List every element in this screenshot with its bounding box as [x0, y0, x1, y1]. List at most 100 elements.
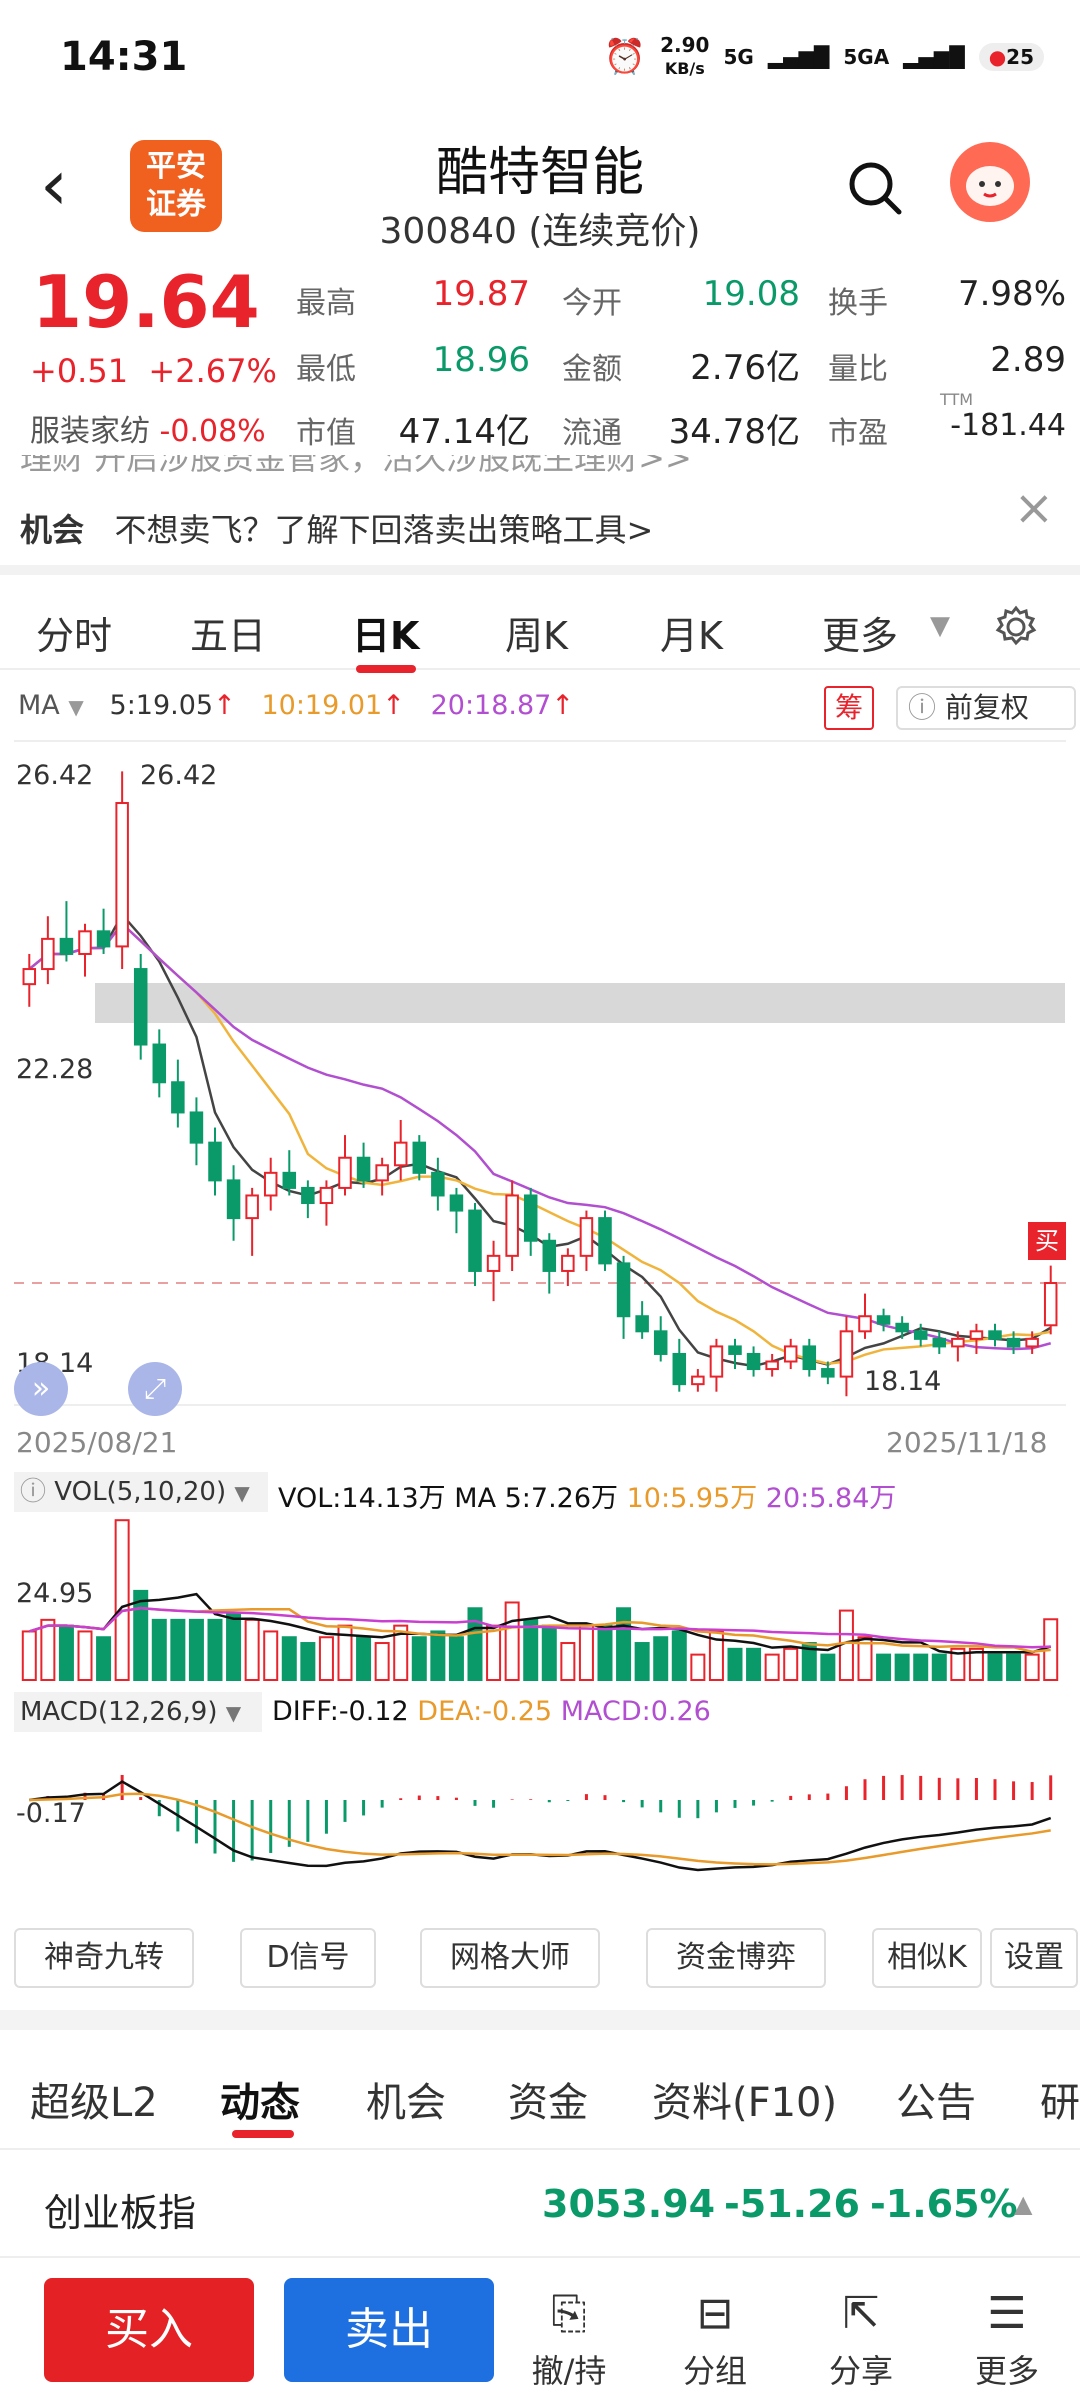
macd-selector[interactable]: MACD(12,26,9) ▼: [14, 1692, 262, 1732]
status-time: 14:31: [60, 34, 188, 80]
candle: [672, 1352, 687, 1386]
volume-bar: [653, 1636, 669, 1681]
tab-more[interactable]: 更多: [822, 614, 899, 658]
subtab-f10[interactable]: 资料(F10): [652, 2080, 838, 2126]
candle: [709, 1345, 724, 1378]
net-speed: 2.90 KB/s: [660, 33, 710, 78]
chip-button[interactable]: 筹: [824, 686, 874, 730]
candle: [951, 1337, 965, 1348]
volume-bar: [578, 1624, 594, 1682]
candles: [22, 771, 1058, 1397]
volume-bar: [411, 1636, 427, 1681]
volume-bar: [931, 1653, 947, 1682]
group-button[interactable]: ⊟ 分组: [660, 2286, 770, 2392]
fullscreen-icon[interactable]: ⤢: [128, 1362, 182, 1416]
volume-bar: [690, 1653, 706, 1682]
sell-button[interactable]: 卖出: [284, 2278, 494, 2382]
candle: [802, 1345, 817, 1371]
buy-button[interactable]: 买入: [44, 2278, 254, 2382]
subtab-opportunity[interactable]: 机会: [366, 2080, 446, 2126]
volume-bar: [634, 1642, 650, 1681]
volume-bar: [913, 1653, 929, 1682]
volume-bar: [1006, 1653, 1022, 1682]
volume-bar: [374, 1642, 390, 1681]
vol-selector[interactable]: ⓘ VOL(5,10,20) ▼: [14, 1472, 268, 1512]
period-tabs: 分时 五日 日K 周K 月K 更多 ▼: [0, 565, 1080, 673]
tool-fund-game[interactable]: 资金博弈: [646, 1928, 826, 1988]
tool-grid-master[interactable]: 网格大师: [420, 1928, 600, 1988]
ma-lines: [28, 912, 1052, 1368]
ma-legend: MA ▼ 5:19.05↑ 10:19.01↑ 20:18.87↑ 筹 ⓘ 前复…: [18, 686, 1078, 740]
candle: [1025, 1337, 1039, 1348]
volume-bar: [207, 1618, 223, 1682]
tab-monthly-k[interactable]: 月K: [660, 614, 723, 658]
expand-left-icon[interactable]: »: [14, 1362, 68, 1416]
adjust-mode-button[interactable]: ⓘ 前复权: [896, 686, 1076, 730]
buy-marker[interactable]: 买: [1028, 1222, 1066, 1260]
y-high-label: 26.42: [16, 760, 94, 791]
tool-d-signal[interactable]: D信号: [240, 1928, 376, 1988]
index-ticker[interactable]: 创业板指 3053.94 -51.26 -1.65% ▲: [0, 2148, 1080, 2258]
app-header: ‹ 平安 证券 酷特智能 300840 (连续竞价): [0, 120, 1080, 260]
back-icon[interactable]: ‹: [40, 144, 68, 226]
candle: [505, 1194, 519, 1257]
tool-settings[interactable]: 设置: [990, 1928, 1078, 1988]
candle: [301, 1186, 315, 1205]
tab-weekly-k[interactable]: 周K: [505, 614, 568, 658]
candle: [41, 937, 55, 971]
volume-bar: [671, 1630, 687, 1681]
candle: [839, 1330, 854, 1378]
volume-bar: [1024, 1653, 1040, 1682]
volume-bar: [857, 1636, 873, 1681]
candle: [226, 1179, 241, 1220]
field-value: 19.87: [432, 274, 530, 314]
broker-logo[interactable]: 平安 证券: [130, 140, 222, 232]
ma5-value: 5:19.05: [109, 690, 214, 721]
more-button[interactable]: ☰ 更多: [952, 2286, 1062, 2392]
tab-intraday[interactable]: 分时: [36, 614, 113, 658]
tool-nine-turns[interactable]: 神奇九转: [14, 1928, 194, 1988]
volume-bar: [820, 1653, 836, 1682]
sector-change[interactable]: 服装家纺 -0.08%: [30, 414, 266, 449]
volume-bar: [894, 1653, 910, 1682]
subtab-news[interactable]: 动态: [220, 2080, 300, 2126]
ttm-tag: TTM: [940, 390, 974, 409]
field-value: 34.78亿: [668, 412, 800, 452]
tool-similar-k[interactable]: 相似K: [872, 1928, 982, 1988]
share-button[interactable]: ⇱ 分享: [806, 2286, 916, 2392]
candle: [263, 1171, 278, 1197]
promo-banner[interactable]: 理财 开启涉股资金管家，活久涉股既生理财>> 机会 不想卖飞？了解下回落卖出策略…: [0, 455, 1080, 555]
gear-icon[interactable]: [994, 605, 1038, 649]
tab-daily-k[interactable]: 日K: [352, 614, 420, 658]
subtab-l2[interactable]: 超级L2: [30, 2080, 158, 2126]
field-value: 2.76亿: [690, 348, 800, 388]
subtab-funds[interactable]: 资金: [508, 2080, 588, 2126]
search-icon[interactable]: [845, 158, 905, 218]
volume-bar: [151, 1618, 167, 1682]
chevron-up-icon[interactable]: ▲: [1014, 2190, 1033, 2218]
price-change: +0.51 +2.67%: [30, 352, 277, 390]
candle: [561, 1254, 575, 1272]
field-value: -181.44: [950, 408, 1066, 443]
diff-line: [29, 1780, 1052, 1872]
cancel-hold-button[interactable]: ⎘ 撤/持: [514, 2286, 624, 2392]
volume-bar: [430, 1630, 446, 1681]
tab-five-day[interactable]: 五日: [190, 614, 267, 658]
chevron-down-icon[interactable]: ▼: [930, 611, 950, 641]
ma-selector[interactable]: MA ▼: [18, 690, 84, 721]
field-label: 换手: [828, 286, 888, 321]
volume-bar: [281, 1636, 297, 1681]
candle: [988, 1330, 1002, 1340]
candle: [579, 1217, 594, 1257]
subtab-research[interactable]: 研: [1040, 2080, 1080, 2126]
candle: [765, 1360, 779, 1371]
volume-bar: [40, 1618, 56, 1682]
banner-line2[interactable]: 机会 不想卖飞？了解下回落卖出策略工具>: [20, 511, 654, 549]
info-tabs: 超级L2 动态 机会 资金 资料(F10) 公告 研: [0, 2010, 1080, 2138]
kline-chart[interactable]: [0, 740, 1080, 1910]
vol-legend: VOL:14.13万 MA 5:7.26万 10:5.95万 20:5.84万: [278, 1483, 897, 1514]
ma5-line: [28, 912, 1052, 1368]
assistant-avatar-icon[interactable]: [950, 142, 1030, 222]
subtab-notices[interactable]: 公告: [896, 2080, 976, 2126]
close-icon[interactable]: ×: [1013, 480, 1054, 536]
